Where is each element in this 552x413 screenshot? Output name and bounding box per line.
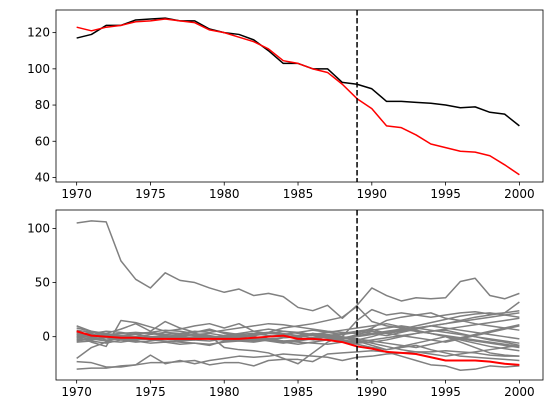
gray-series-line-14 xyxy=(76,325,520,343)
series-line-0 xyxy=(76,17,520,127)
x-tick-label: 1985 xyxy=(283,187,314,201)
gray-series-line-4 xyxy=(76,350,520,368)
y-tick-label: 50 xyxy=(35,276,50,290)
bottom-line-chart: 1970 1975 1980 1985 1990 1995 2000 0 50 100 xyxy=(27,209,544,399)
x-tick-label: 1990 xyxy=(357,187,388,201)
axes-frame xyxy=(55,9,544,183)
axes-frame xyxy=(55,209,544,381)
top-line-chart: 1970 1975 1980 1985 1990 1995 2000 40 60 80 100 120 xyxy=(27,9,544,201)
y-tick-label: 80 xyxy=(35,98,50,112)
gray-series-line-3 xyxy=(76,350,520,371)
x-tick-label: 2000 xyxy=(504,187,535,201)
x-tick-label: 1980 xyxy=(209,385,240,399)
y-tick-label: 100 xyxy=(27,62,50,76)
x-tick-label: 2000 xyxy=(504,385,535,399)
series-line-1 xyxy=(76,18,520,176)
gray-series-line-19 xyxy=(76,328,520,348)
y-tick-label: 60 xyxy=(35,134,50,148)
y-tick-label: 100 xyxy=(27,221,50,235)
x-tick-label: 1990 xyxy=(357,385,388,399)
y-tick-label: 40 xyxy=(35,170,50,184)
y-tick-label: 120 xyxy=(27,26,50,40)
y-tick-label: 0 xyxy=(42,330,50,344)
series-group xyxy=(76,220,520,371)
gray-series-line-18 xyxy=(76,325,520,344)
highlight-series-line xyxy=(76,330,520,366)
x-tick-label: 1970 xyxy=(61,187,92,201)
x-tick-label: 1995 xyxy=(430,187,461,201)
x-tick-label: 1980 xyxy=(209,187,240,201)
x-tick-label: 1975 xyxy=(135,187,166,201)
x-tick-label: 1975 xyxy=(135,385,166,399)
gray-series-line-0 xyxy=(76,220,520,320)
x-tick-label: 1985 xyxy=(283,385,314,399)
series-group xyxy=(76,17,520,176)
gray-series-line-17 xyxy=(76,333,520,357)
gray-series-line-12 xyxy=(76,317,520,343)
x-tick-label: 1995 xyxy=(430,385,461,399)
x-tick-label: 1970 xyxy=(61,385,92,399)
